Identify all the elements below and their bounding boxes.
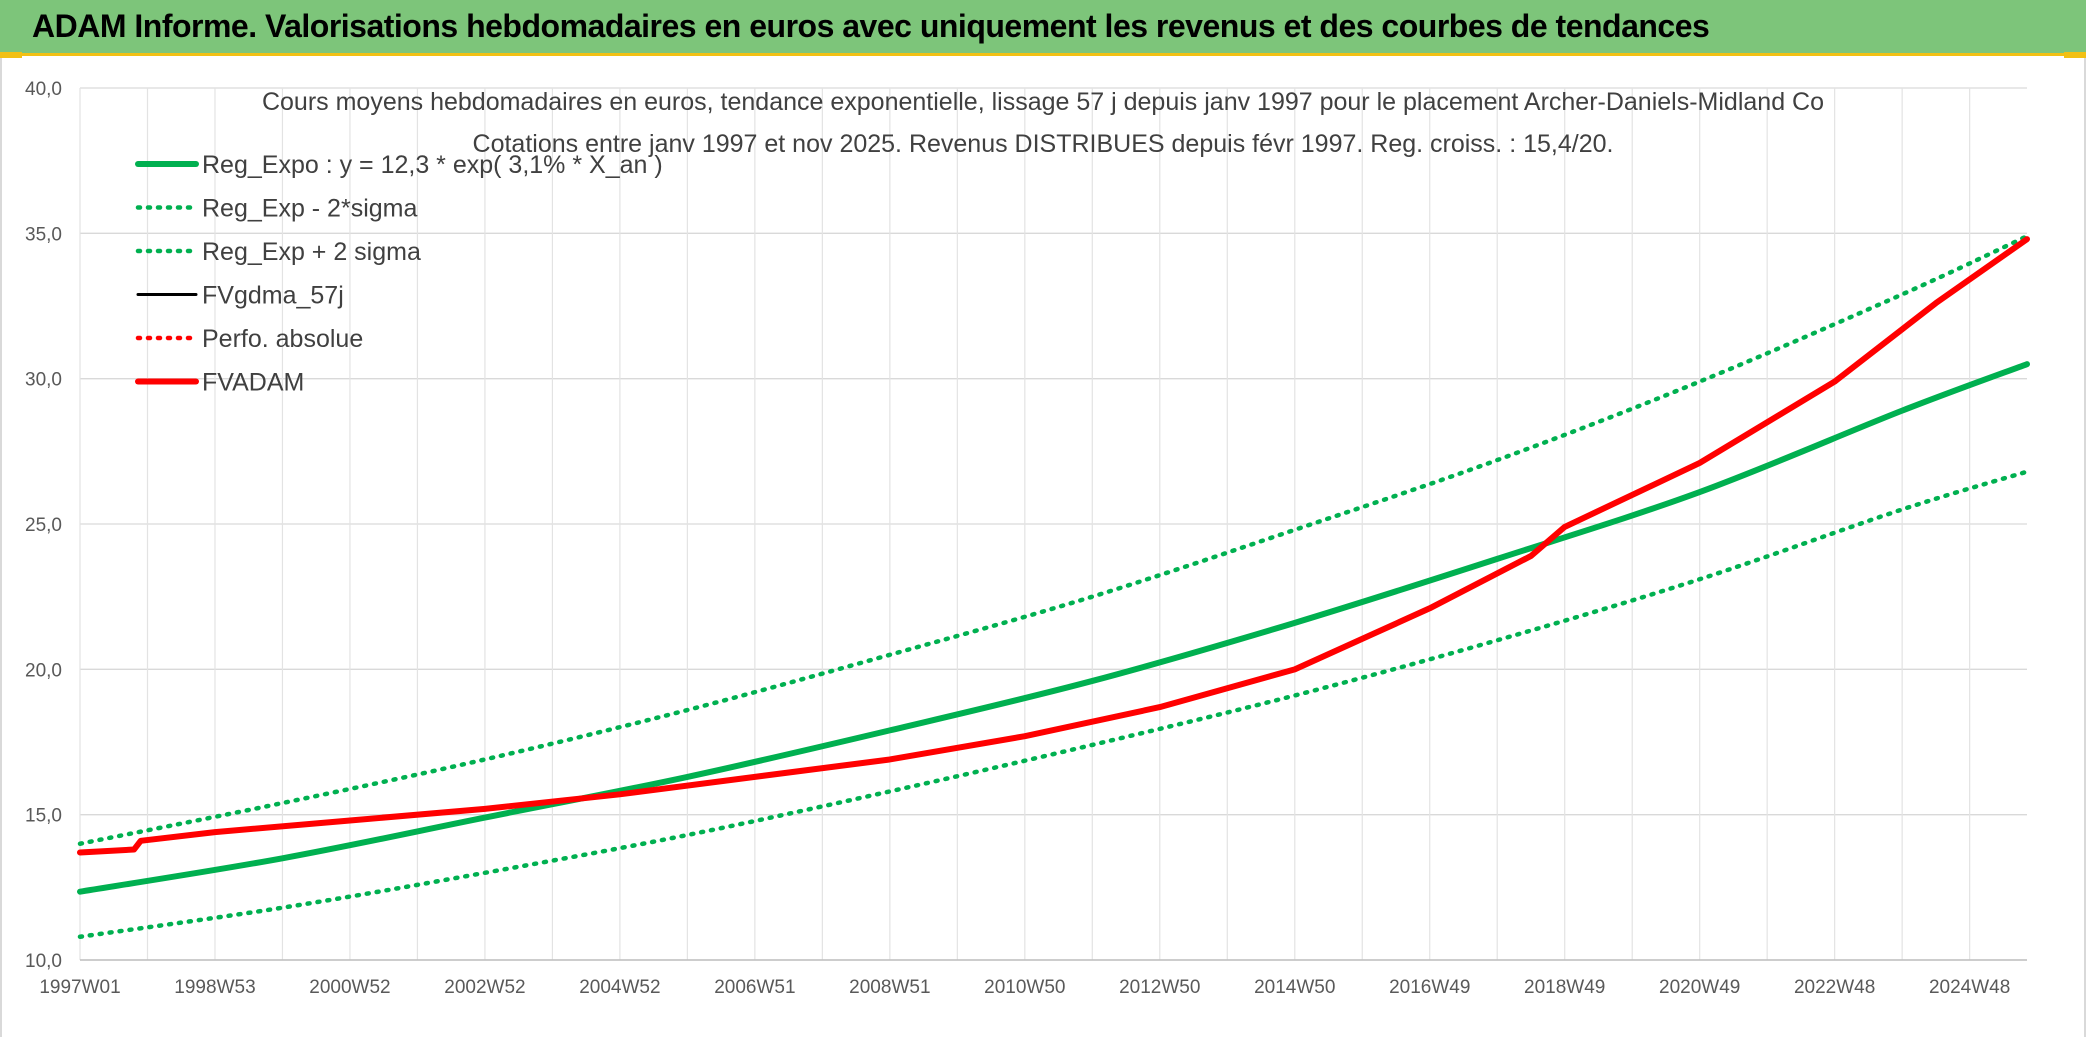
series-line-5 xyxy=(77,236,2030,856)
chart-title: Cours moyens hebdomadaires en euros, ten… xyxy=(262,88,1824,116)
legend-label: Reg_Expo : y = 12,3 * exp( 3,1% * X_an ) xyxy=(202,151,663,179)
x-tick-label: 2000W52 xyxy=(309,977,390,998)
series-line-3 xyxy=(78,237,2029,854)
chart-frame xyxy=(0,58,2086,1037)
series-line-0 xyxy=(77,361,2030,895)
grid-lines xyxy=(79,87,2027,961)
x-tick-label: 2006W51 xyxy=(714,977,795,998)
right-accent-corner xyxy=(2064,52,2086,58)
series-line-4 xyxy=(77,236,2030,855)
x-tick-label: 2002W52 xyxy=(444,977,525,998)
legend-label: Perfo. absolue xyxy=(202,325,363,353)
report-title: ADAM Informe. Valorisations hebdomadaire… xyxy=(32,8,1710,44)
report-header: ADAM Informe. Valorisations hebdomadaire… xyxy=(0,0,2086,56)
line-chart: 10,0 15,0 20,0 25,0 30,0 35,0 40,0 1997W01 1998… xyxy=(25,79,2030,998)
series-line-2 xyxy=(77,233,2030,846)
legend-label: FVgdma_57j xyxy=(202,282,344,310)
y-tick-label: 30,0 xyxy=(25,370,62,391)
x-tick-label: 1997W01 xyxy=(39,977,120,998)
x-tick-label: 2008W51 xyxy=(849,977,930,998)
legend-label: Reg_Exp - 2*sigma xyxy=(202,195,417,223)
y-tick-label: 35,0 xyxy=(25,224,62,245)
x-tick-label: 2024W48 xyxy=(1929,977,2010,998)
x-tick-label: 2022W48 xyxy=(1794,977,1875,998)
y-tick-label: 40,0 xyxy=(25,79,62,100)
x-tick-label: 2016W49 xyxy=(1389,977,1470,998)
y-tick-label: 25,0 xyxy=(25,515,62,536)
series-lines xyxy=(77,233,2030,939)
x-tick-label: 2018W49 xyxy=(1524,977,1605,998)
y-tick-label: 10,0 xyxy=(25,951,62,972)
chart-legend: Reg_Expo : y = 12,3 * exp( 3,1% * X_an )… xyxy=(135,151,663,397)
x-tick-label: 2014W50 xyxy=(1254,977,1335,998)
y-tick-label: 15,0 xyxy=(25,806,62,827)
chart-subtitle: Cotations entre janv 1997 et nov 2025. R… xyxy=(473,130,1614,158)
legend-label: FVADAM xyxy=(202,369,304,397)
y-axis-ticks: 10,0 15,0 20,0 25,0 30,0 35,0 40,0 xyxy=(25,79,62,972)
legend-label: Reg_Exp + 2 sigma xyxy=(202,238,421,266)
left-accent-corner xyxy=(0,52,22,58)
x-tick-label: 2020W49 xyxy=(1659,977,1740,998)
series-line-1 xyxy=(77,469,2030,939)
x-axis-ticks: 1997W01 1998W53 2000W52 2002W52 2004W52 2006W… xyxy=(39,977,2010,998)
x-tick-label: 2004W52 xyxy=(579,977,660,998)
x-tick-label: 2010W50 xyxy=(984,977,1065,998)
x-tick-label: 2012W50 xyxy=(1119,977,1200,998)
y-tick-label: 20,0 xyxy=(25,660,62,681)
x-tick-label: 1998W53 xyxy=(174,977,255,998)
